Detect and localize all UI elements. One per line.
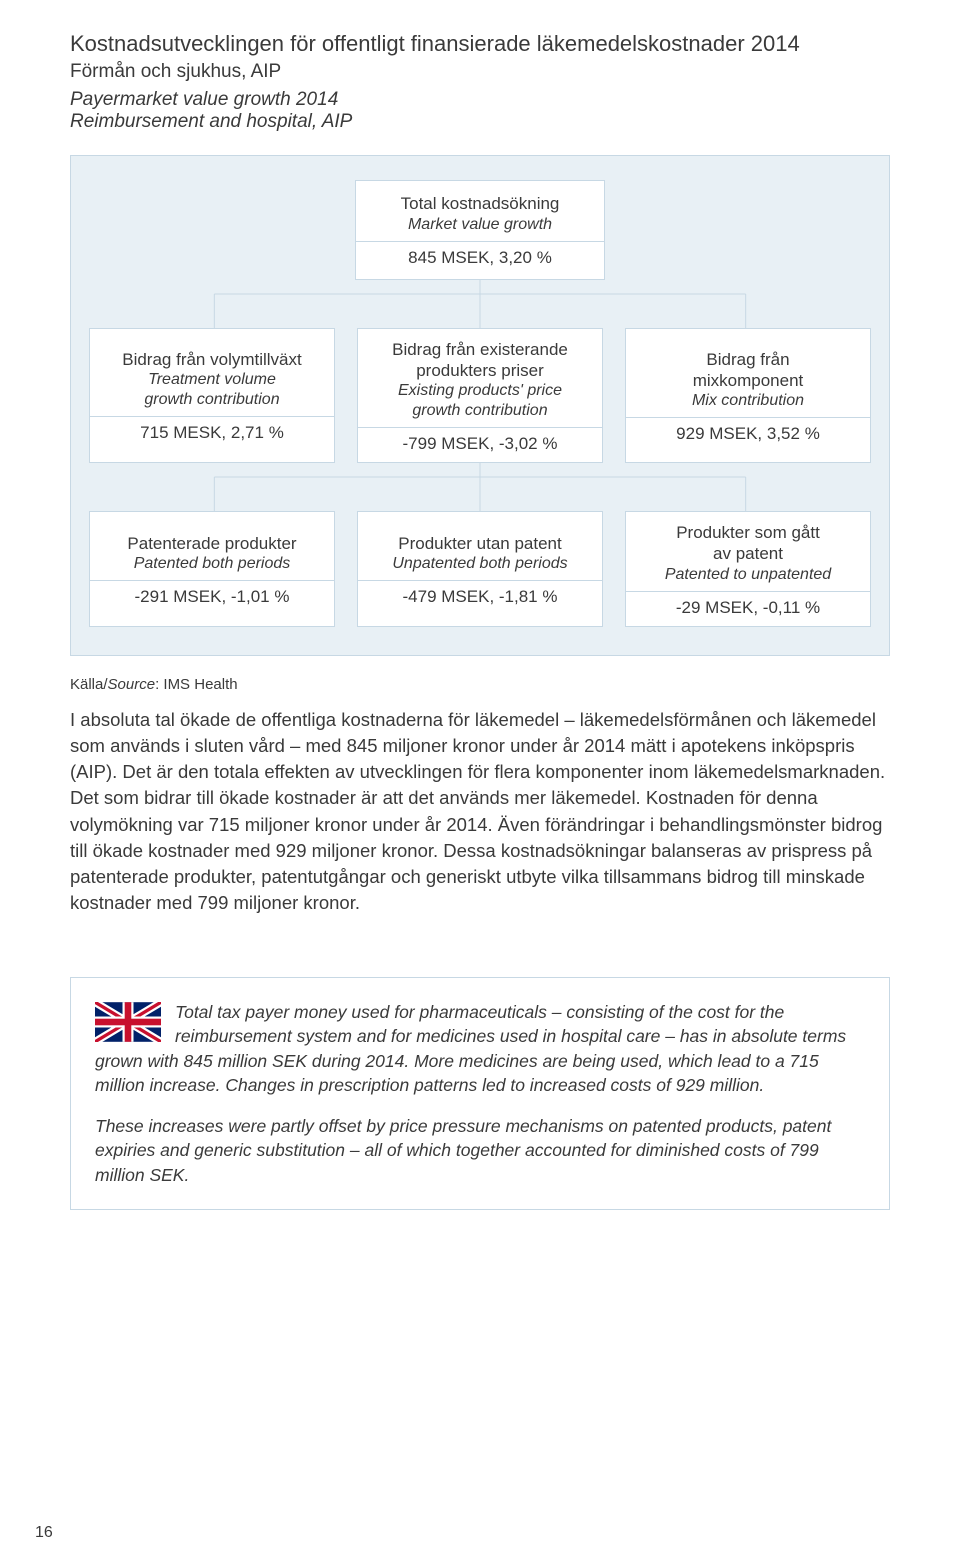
source-en: Source bbox=[108, 676, 156, 693]
node-title-sv: Produkter utan patent bbox=[368, 533, 592, 554]
node-title-sv-2: produkters priser bbox=[368, 360, 592, 381]
node-separator bbox=[90, 580, 334, 581]
node-title-en-2: growth contribution bbox=[100, 390, 324, 410]
node-unpatented: Produkter utan patent Unpatented both pe… bbox=[357, 511, 603, 627]
node-value: -479 MSEK, -1,81 % bbox=[368, 587, 592, 607]
source-sv: Källa/ bbox=[70, 676, 108, 693]
node-title-sv: Patenterade produkter bbox=[100, 533, 324, 554]
node-title-en: Patented both periods bbox=[100, 554, 324, 574]
page-number: 16 bbox=[35, 1524, 53, 1542]
node-title-sv: Bidrag från volymtillväxt bbox=[100, 349, 324, 370]
page-title: Kostnadsutvecklingen för offentligt fina… bbox=[70, 30, 890, 133]
node-value: 715 MESK, 2,71 % bbox=[100, 423, 324, 443]
node-title-sv-2: mixkomponent bbox=[636, 370, 860, 391]
connectors-top bbox=[89, 280, 871, 328]
node-title-sv-2: av patent bbox=[636, 543, 860, 564]
node-title-en: Treatment volume bbox=[100, 370, 324, 390]
english-paragraph-2: These increases were partly offset by pr… bbox=[95, 1114, 861, 1188]
source-value: : IMS Health bbox=[155, 676, 238, 693]
english-summary-box: Total tax payer money used for pharmaceu… bbox=[70, 977, 890, 1211]
node-total: Total kostnadsökning Market value growth… bbox=[355, 180, 605, 280]
node-separator bbox=[358, 580, 602, 581]
subtitle-en-1: Payermarket value growth 2014 bbox=[70, 89, 890, 111]
node-title-en: Patented to unpatented bbox=[636, 565, 860, 585]
uk-flag-icon bbox=[95, 1002, 161, 1042]
connectors-bottom bbox=[89, 463, 871, 511]
cost-diagram: Total kostnadsökning Market value growth… bbox=[70, 155, 890, 656]
node-patented: Patenterade produkter Patented both peri… bbox=[89, 511, 335, 627]
node-title-en: Market value growth bbox=[366, 215, 594, 235]
main-title: Kostnadsutvecklingen för offentligt fina… bbox=[70, 30, 890, 59]
node-mix: Bidrag från mixkomponent Mix contributio… bbox=[625, 328, 871, 464]
node-separator bbox=[356, 241, 604, 242]
source-label: Källa/Source: IMS Health bbox=[70, 676, 890, 693]
node-price: Bidrag från existerande produkters prise… bbox=[357, 328, 603, 464]
diagram-row-middle: Bidrag från volymtillväxt Treatment volu… bbox=[89, 328, 871, 464]
node-separator bbox=[358, 427, 602, 428]
node-separator bbox=[626, 417, 870, 418]
node-title-sv: Produkter som gått bbox=[636, 522, 860, 543]
node-title-en-2: growth contribution bbox=[368, 401, 592, 421]
english-p1-text: Total tax payer money used for pharmaceu… bbox=[95, 1002, 846, 1096]
node-volume: Bidrag från volymtillväxt Treatment volu… bbox=[89, 328, 335, 464]
node-value: -799 MSEK, -3,02 % bbox=[368, 434, 592, 454]
node-title-sv: Total kostnadsökning bbox=[366, 193, 594, 214]
node-title-en: Mix contribution bbox=[636, 391, 860, 411]
node-title-sv: Bidrag från existerande bbox=[368, 339, 592, 360]
node-separator bbox=[626, 591, 870, 592]
node-title-en: Existing products' price bbox=[368, 381, 592, 401]
node-offpatent: Produkter som gått av patent Patented to… bbox=[625, 511, 871, 627]
node-title-sv: Bidrag från bbox=[636, 349, 860, 370]
subtitle-sv: Förmån och sjukhus, AIP bbox=[70, 61, 890, 83]
diagram-row-bottom: Patenterade produkter Patented both peri… bbox=[89, 511, 871, 627]
node-value: -29 MSEK, -0,11 % bbox=[636, 598, 860, 618]
subtitle-en-2: Reimbursement and hospital, AIP bbox=[70, 111, 890, 133]
node-value: 929 MSEK, 3,52 % bbox=[636, 424, 860, 444]
body-paragraph: I absoluta tal ökade de offentliga kostn… bbox=[70, 707, 890, 917]
diagram-row-top: Total kostnadsökning Market value growth… bbox=[89, 180, 871, 280]
node-separator bbox=[90, 416, 334, 417]
node-title-en: Unpatented both periods bbox=[368, 554, 592, 574]
node-value: 845 MSEK, 3,20 % bbox=[366, 248, 594, 268]
node-value: -291 MSEK, -1,01 % bbox=[100, 587, 324, 607]
english-paragraph-1: Total tax payer money used for pharmaceu… bbox=[95, 1000, 861, 1098]
